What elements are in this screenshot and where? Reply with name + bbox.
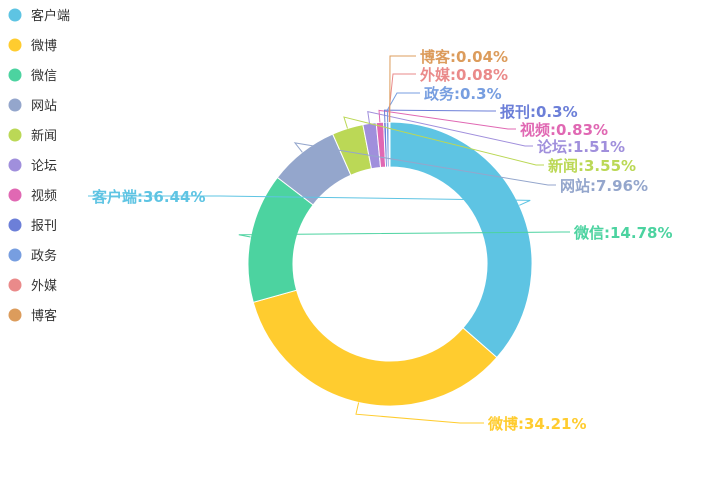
legend-marker-9[interactable] (8, 278, 22, 292)
leader-line-4 (343, 116, 544, 166)
slice-1[interactable] (252, 289, 498, 407)
slice-label-10: 博客:0.04% (420, 48, 508, 66)
legend-marker-10[interactable] (8, 308, 22, 322)
leader-line-9 (388, 73, 416, 123)
leader-line-1 (355, 402, 484, 424)
legend-label-6[interactable]: 视频 (31, 189, 57, 204)
leader-line-5 (367, 110, 533, 147)
slice-label-1: 微博:34.21% (487, 415, 586, 433)
label-leader-lines (88, 55, 570, 424)
slice-label-2: 微信:14.78% (573, 224, 672, 242)
leader-line-0 (88, 195, 531, 206)
slice-labels: 客户端:36.44% 微博:34.21% 微信:14.78% 网站:7.96% 新闻:3… (91, 48, 672, 433)
legend-marker-7[interactable] (8, 218, 22, 232)
slice-label-7: 报刊:0.3% (500, 103, 578, 121)
slice-label-4: 新闻:3.55% (548, 157, 636, 175)
slice-label-8: 政务:0.3% (424, 85, 502, 103)
slice-label-5: 论坛:1.51% (537, 138, 625, 156)
leader-line-3 (293, 142, 556, 186)
leader-line-2 (238, 231, 570, 238)
donut-slices (247, 121, 533, 407)
slice-label-6: 视频:0.83% (520, 121, 608, 139)
legend-label-8[interactable]: 政务 (31, 248, 57, 264)
legend-marker-8[interactable] (8, 248, 22, 262)
legend-marker-4[interactable] (8, 128, 22, 142)
legend-marker-5[interactable] (8, 158, 22, 172)
leader-line-6 (378, 109, 516, 130)
slice-0[interactable] (389, 121, 533, 359)
legend-label-10[interactable]: 博客 (31, 308, 57, 324)
legend-marker-1[interactable] (8, 38, 22, 52)
leader-line-10 (389, 55, 416, 123)
legend-marker-2[interactable] (8, 68, 22, 82)
legend-label-0[interactable]: 客户端 (31, 8, 70, 24)
legend-label-3[interactable]: 网站 (31, 99, 57, 114)
legend-label-5[interactable]: 论坛 (31, 159, 57, 174)
slice-label-0: 客户端:36.44% (91, 188, 205, 206)
legend-label-7[interactable]: 报刊 (31, 219, 57, 234)
legend-label-1[interactable]: 微博 (31, 39, 57, 54)
leader-line-8 (386, 92, 420, 123)
leader-line-7 (383, 109, 496, 123)
legend-marker-6[interactable] (8, 188, 22, 202)
legend-label-9[interactable]: 外媒 (31, 279, 57, 294)
legend-label-2[interactable]: 微信 (31, 69, 57, 84)
slice-label-9: 外媒:0.08% (419, 66, 508, 84)
legend-marker-3[interactable] (8, 98, 22, 112)
legend-label-4[interactable]: 新闻 (31, 128, 57, 144)
slice-label-3: 网站:7.96% (560, 177, 648, 195)
legend-marker-0[interactable] (8, 8, 22, 22)
